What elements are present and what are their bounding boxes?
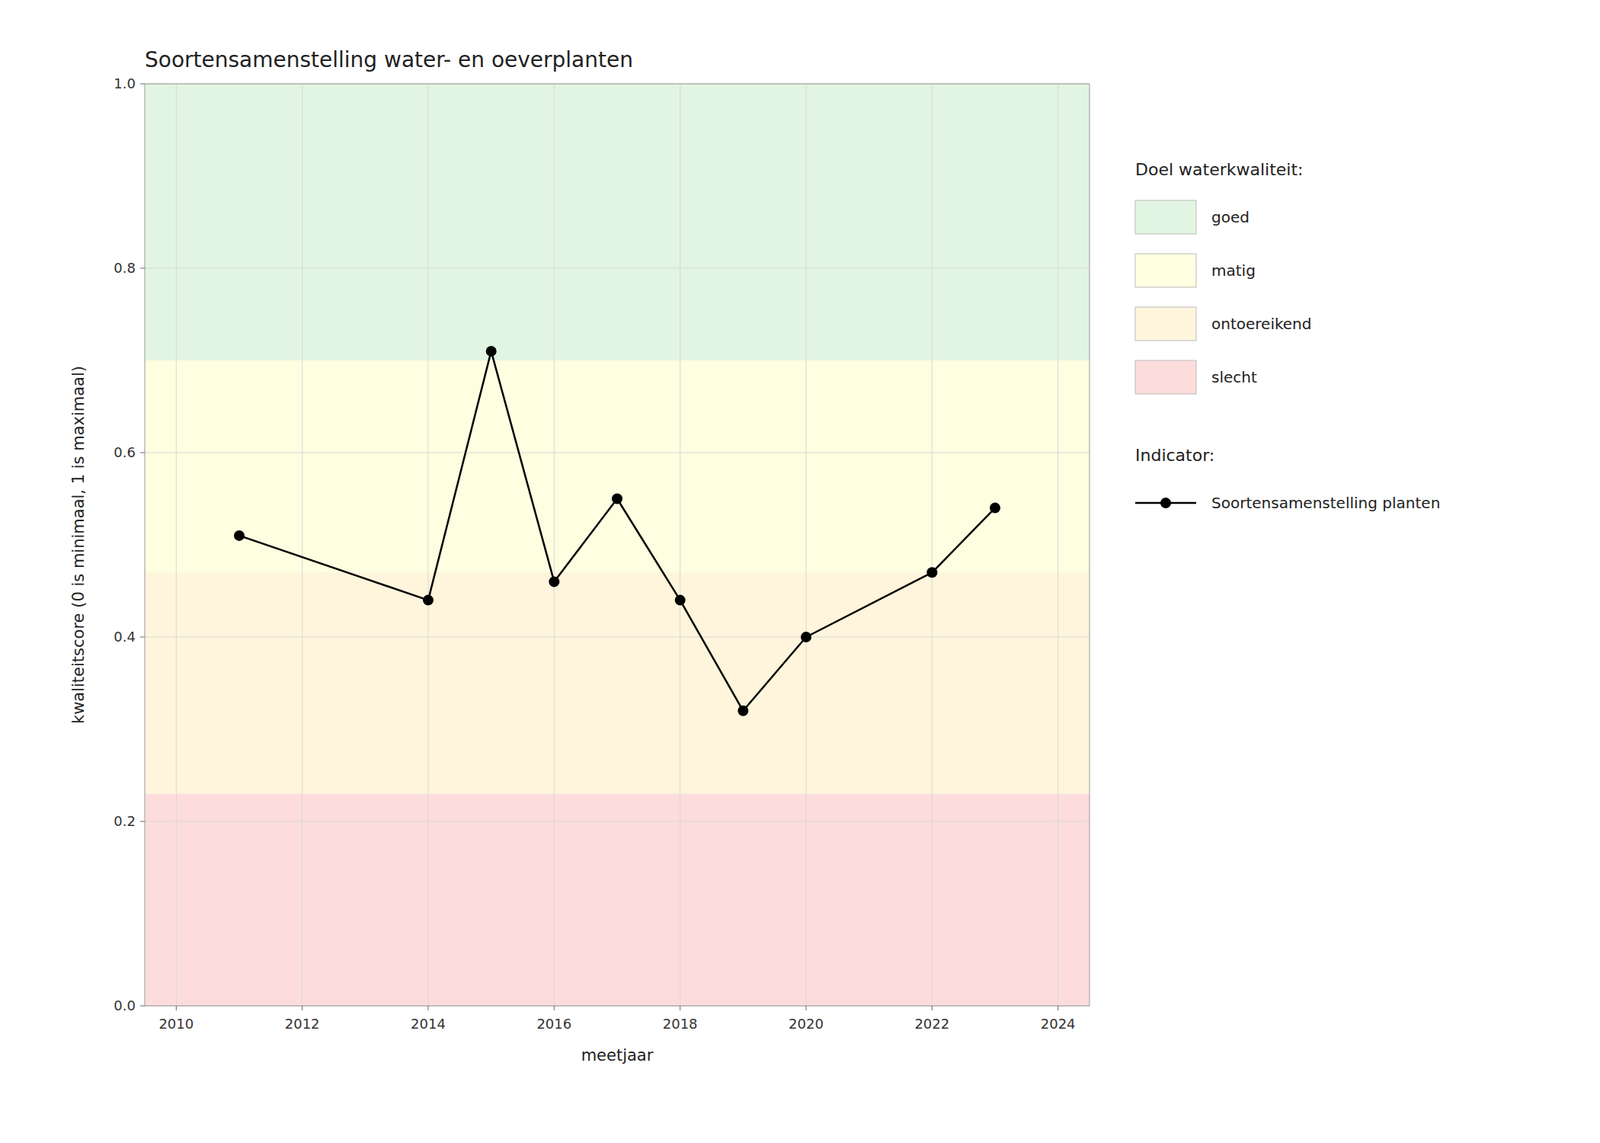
marker: [989, 502, 1001, 514]
legend-label: goed: [1211, 208, 1250, 227]
x-tick-label: 2014: [410, 1015, 446, 1032]
y-tick-label: 0.2: [113, 812, 136, 829]
grid-line: [144, 452, 1090, 454]
marker: [486, 345, 497, 357]
x-tick-label: 2010: [158, 1015, 194, 1032]
legend-swatch: [1135, 307, 1197, 341]
x-tick: [931, 1005, 933, 1011]
chart: 2010 2012 2014 2016 2018 2020 2022 2024 0.0 0.2 0.…: [0, 0, 1600, 1143]
zone: [144, 572, 1090, 794]
zone: [144, 360, 1090, 573]
legend-label: ontoereikend: [1211, 314, 1312, 333]
legend: Doel waterkwaliteit: goed matig ontoereiken…: [1135, 160, 1440, 512]
x-tick-label: 2012: [284, 1015, 320, 1032]
x-axis-label: meetjaar: [581, 1046, 654, 1065]
grid-line: [553, 83, 555, 1006]
x-tick: [553, 1005, 555, 1011]
x-tick: [806, 1005, 807, 1011]
grid-line: [176, 83, 177, 1006]
x-tick: [679, 1005, 681, 1011]
title: Soortensamenstelling water- en oeverplan…: [144, 47, 634, 73]
marker: [611, 493, 623, 505]
y-tick: [140, 452, 145, 454]
line: [239, 351, 996, 711]
y-tick-label: 0.4: [113, 628, 136, 645]
grid-line: [144, 636, 1090, 638]
y-tick: [140, 1005, 145, 1007]
grid-line: [144, 821, 1090, 823]
legend-swatch: [1135, 200, 1197, 234]
legend-swatch: [1135, 253, 1197, 288]
x-tick-label: 2018: [662, 1015, 698, 1032]
x-tick-label: 2020: [788, 1015, 824, 1032]
legend-label: Soortensamenstelling planten: [1211, 493, 1440, 512]
y-tick: [140, 636, 145, 638]
y-tick: [140, 821, 145, 823]
legend-title: Indicator:: [1135, 445, 1215, 465]
x-tick: [301, 1005, 303, 1011]
x-tick-label: 2022: [914, 1015, 950, 1032]
grid: [144, 83, 1090, 1006]
x-tick-label: 2024: [1040, 1015, 1076, 1032]
grid-line: [301, 83, 303, 1006]
legend-swatch: [1135, 360, 1197, 394]
marker: [800, 631, 812, 643]
plot-frame: [144, 83, 1090, 1006]
y-tick-label: 0.8: [113, 259, 136, 276]
marker: [737, 705, 749, 717]
marker: [233, 530, 245, 541]
marker: [926, 566, 938, 578]
x-tick: [1057, 1005, 1059, 1011]
marker: [675, 595, 686, 606]
legend-label: slecht: [1211, 368, 1258, 387]
y-tick-label: 1.0: [113, 75, 136, 92]
y-tick: [140, 268, 145, 269]
x-tick: [176, 1005, 177, 1011]
grid-line: [806, 83, 807, 1006]
marker: [422, 595, 434, 606]
y-axis-label: kwaliteitscore (0 is minimaal, 1 is maxi…: [69, 365, 88, 724]
legend-label: matig: [1211, 261, 1256, 280]
axes: 2010 2012 2014 2016 2018 2020 2022 2024 0.0 0.2 0.…: [113, 75, 1076, 1032]
zone: [144, 793, 1090, 1006]
data: [233, 345, 1001, 717]
zone: [144, 83, 1090, 361]
grid-line: [144, 268, 1090, 269]
x-tick-label: 2016: [536, 1015, 572, 1032]
grid-line: [1057, 83, 1059, 1006]
legend-marker: [1160, 497, 1172, 509]
y-tick-label: 0.6: [113, 444, 136, 461]
marker: [548, 576, 560, 587]
grid-line: [428, 83, 429, 1006]
y-tick: [140, 83, 145, 85]
y-tick-label: 0.0: [113, 997, 136, 1014]
grid-line: [679, 83, 681, 1006]
legend-title: Doel waterkwaliteit:: [1135, 160, 1303, 180]
grid-line: [931, 83, 933, 1006]
x-tick: [428, 1005, 429, 1011]
zones: [144, 83, 1090, 1006]
